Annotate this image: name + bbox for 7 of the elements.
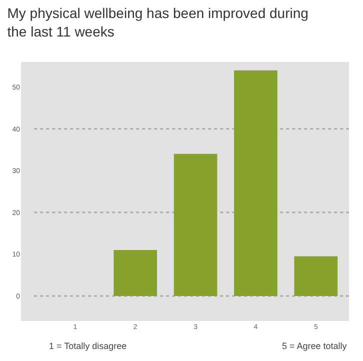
text: 1 = Totally disagree (49, 341, 127, 351)
bar (174, 154, 218, 296)
text: 5 = Agree totally (282, 341, 348, 351)
chart-title: My physical wellbeing has been improved during the last 11 weeks (7, 5, 308, 40)
bar (114, 250, 158, 296)
bar (234, 70, 278, 296)
bar (294, 256, 338, 296)
